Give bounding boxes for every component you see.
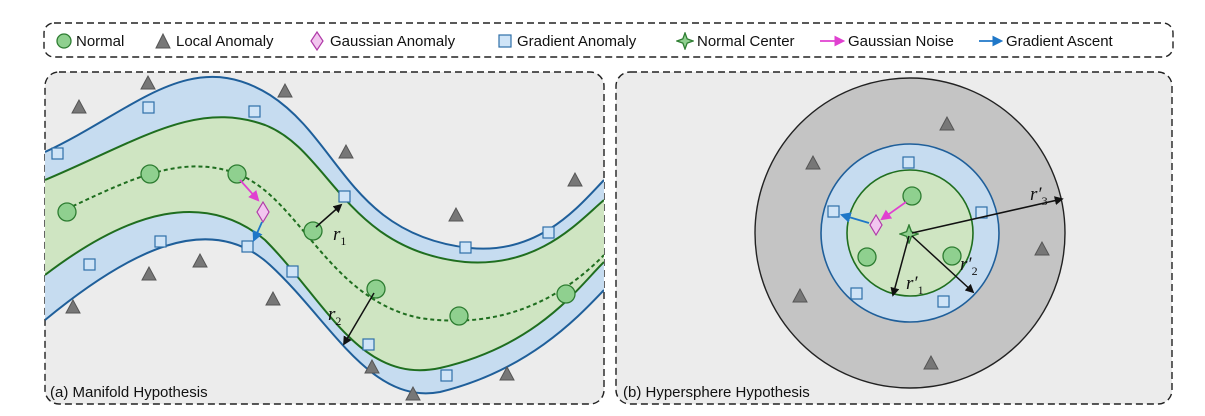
gradient-anomaly [827, 205, 840, 218]
local-anomaly [923, 354, 939, 370]
normal-point [140, 164, 160, 184]
radius-r1p-label: r′1 [906, 273, 924, 297]
radius-r1-label: r1 [333, 224, 346, 248]
legend-gaussian-anomaly-label: Gaussian Anomaly [330, 33, 456, 50]
local-anomaly [141, 265, 157, 281]
radius-r2-arrow [343, 292, 375, 346]
gradient-anomaly [362, 338, 375, 351]
legend: Normal Local Anomaly Gaussian Anomaly Gr… [43, 22, 1174, 58]
gradient-anomaly [286, 265, 299, 278]
gradient-anomaly [241, 240, 254, 253]
radius-r2-label: r2 [328, 304, 341, 328]
local-anomaly [277, 82, 293, 98]
local-anomaly [65, 298, 81, 314]
gradient-anomaly [338, 190, 351, 203]
inner-green-band [45, 117, 604, 371]
local-anomaly [405, 385, 421, 401]
gradient-anomaly [850, 287, 863, 300]
radius-r2p-label: r′2 [960, 254, 978, 278]
radius-r3p-label: r′3 [1030, 184, 1048, 208]
local-anomaly [140, 74, 156, 90]
gradient-anomaly [440, 369, 453, 382]
gaussian-anomaly [256, 200, 270, 224]
local-anomaly [338, 143, 354, 159]
local-anomaly [71, 98, 87, 114]
normal-point [902, 186, 922, 206]
gaussian-noise-arrow [239, 179, 260, 202]
gradient-anomaly [937, 295, 950, 308]
gradient-anomaly [248, 105, 261, 118]
sphere-gaussian-noise-arrow [880, 201, 907, 221]
local-anomaly [192, 252, 208, 268]
gradient-anomalies [51, 101, 555, 382]
local-anomaly [265, 290, 281, 306]
sphere-gaussian-anomaly [869, 213, 883, 237]
inner-boundary-top [45, 116, 604, 264]
normal-point [366, 279, 386, 299]
legend-normal-center-label: Normal Center [697, 33, 795, 50]
legend-local-anomaly-label: Local Anomaly [176, 33, 274, 50]
legend-gaussian-noise-label: Gaussian Noise [848, 33, 954, 50]
local-anomaly [792, 287, 808, 303]
legend-local-anomaly-icon [155, 32, 171, 49]
panel-hypersphere: r′1 r′2 r′3 (b) Hypersphere Hypothesis [615, 71, 1173, 405]
legend-gradient-anomaly-icon [498, 34, 512, 48]
gradient-anomaly [142, 101, 155, 114]
sphere-local-anomalies [792, 115, 1050, 370]
radius-r2p-arrow [911, 235, 975, 294]
panel-a-caption: (a) Manifold Hypothesis [50, 384, 208, 401]
normal-point [556, 284, 576, 304]
local-anomaly [448, 206, 464, 222]
normal-point [942, 246, 962, 266]
gradient-anomaly [902, 156, 915, 169]
local-anomaly [499, 365, 515, 381]
legend-normal-icon [56, 33, 72, 49]
normal-point [449, 306, 469, 326]
normal-point [57, 202, 77, 222]
normal-points [57, 164, 576, 326]
sphere-gradient-anomalies [827, 156, 988, 308]
sphere-normal-points [857, 186, 962, 267]
gradient-anomaly [459, 241, 472, 254]
legend-normal-label: Normal [76, 33, 124, 50]
legend-gradient-ascent-label: Gradient Ascent [1006, 33, 1114, 50]
gradient-anomaly [542, 226, 555, 239]
outer-boundary-bottom [45, 238, 604, 395]
panel-b-caption: (b) Hypersphere Hypothesis [623, 384, 810, 401]
gradient-anomaly [154, 235, 167, 248]
local-anomaly [805, 154, 821, 170]
radius-r3p-arrow [911, 196, 1064, 234]
normal-point [857, 247, 877, 267]
local-anomaly [364, 358, 380, 374]
gradient-ascent-arrow [252, 221, 263, 242]
panel-manifold: r1 r2 (a) Manifold Hypothesis [44, 71, 605, 405]
radius-r1p-arrow [890, 235, 910, 297]
legend-gaussian-anomaly-icon [310, 30, 324, 52]
local-anomaly [567, 171, 583, 187]
local-anomaly [939, 115, 955, 131]
legend-gradient-anomaly-label: Gradient Anomaly [517, 33, 637, 50]
radius-r1-arrow [315, 203, 343, 228]
normal-point [227, 164, 247, 184]
legend-frame [43, 22, 1174, 58]
local-anomalies [65, 74, 583, 401]
sphere-gradient-ascent-arrow [839, 212, 870, 224]
gradient-anomaly [83, 258, 96, 271]
local-anomaly [1034, 240, 1050, 256]
inner-boundary-bottom [45, 211, 604, 371]
gradient-anomaly [51, 147, 64, 160]
